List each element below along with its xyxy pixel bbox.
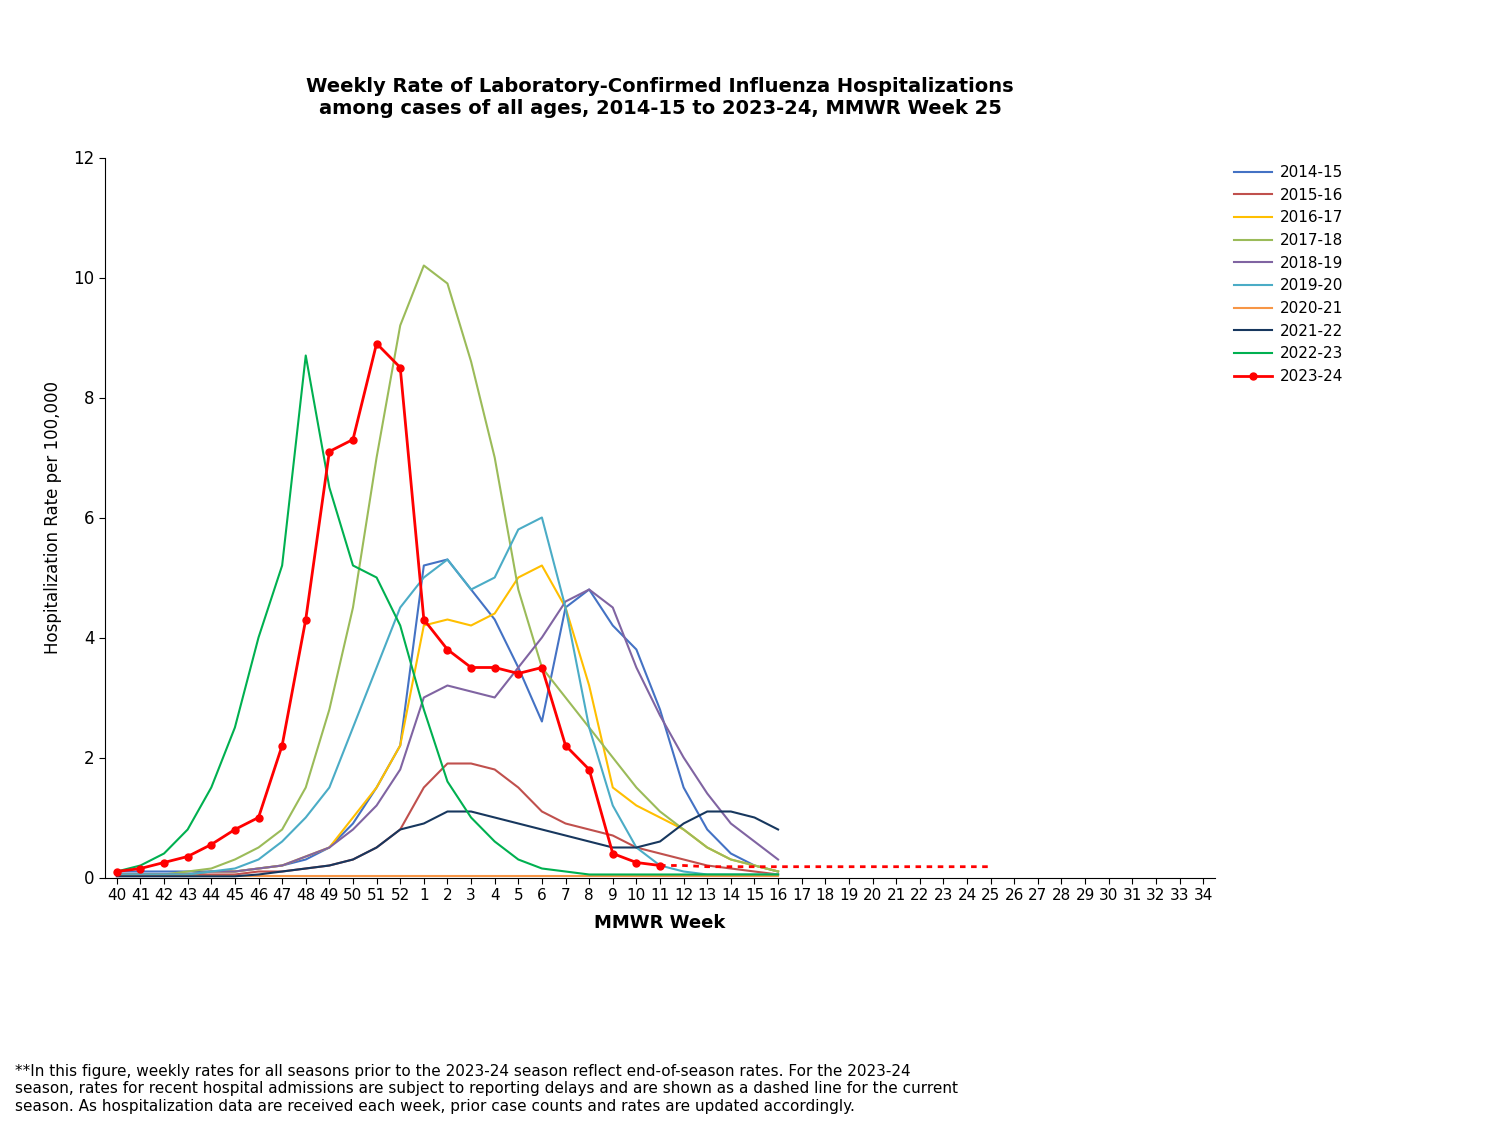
Text: **In this figure, weekly rates for all seasons prior to the 2023-24 season refle: **In this figure, weekly rates for all s… [15,1064,958,1114]
X-axis label: MMWR Week: MMWR Week [594,914,726,932]
Legend: 2014-15, 2015-16, 2016-17, 2017-18, 2018-19, 2019-20, 2020-21, 2021-22, 2022-23,: 2014-15, 2015-16, 2016-17, 2017-18, 2018… [1233,165,1342,384]
Text: Weekly Rate of Laboratory-Confirmed Influenza Hospitalizations
among cases of al: Weekly Rate of Laboratory-Confirmed Infl… [306,78,1014,118]
Y-axis label: Hospitalization Rate per 100,000: Hospitalization Rate per 100,000 [44,381,62,654]
